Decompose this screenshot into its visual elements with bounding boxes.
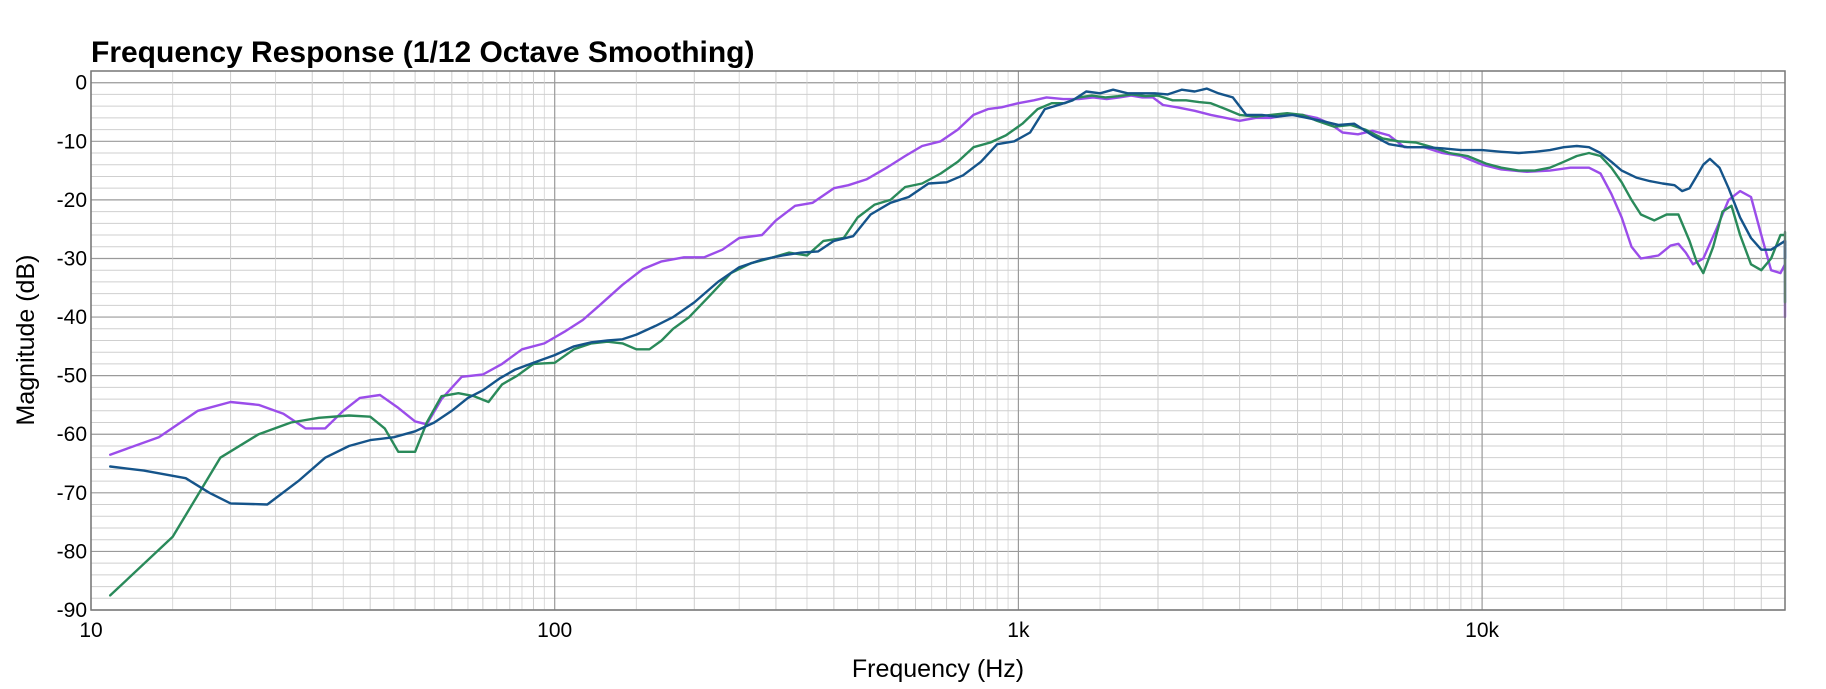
series-line-2 [109, 93, 1787, 597]
y-tick-label: -50 [57, 365, 87, 388]
y-tick-label: -90 [57, 599, 87, 622]
y-tick-label: -40 [57, 306, 87, 329]
y-tick-label: -10 [57, 130, 87, 153]
plot-frame [90, 70, 1786, 611]
series-line-3 [109, 87, 1787, 506]
y-tick-label: 0 [75, 72, 87, 95]
y-tick-label: -60 [57, 423, 87, 446]
y-axis-title: Magnitude (dB) [12, 255, 40, 426]
chart-title: Frequency Response (1/12 Octave Smoothin… [91, 36, 755, 69]
y-tick-label: -80 [57, 540, 87, 563]
y-tick-label: -30 [57, 247, 87, 270]
y-tick-label: -20 [57, 189, 87, 212]
x-tick-label: 10 [79, 619, 102, 642]
x-axis-title: Frequency (Hz) [852, 655, 1024, 683]
y-tick-label: -70 [57, 482, 87, 505]
x-tick-label: 1k [1007, 619, 1030, 642]
x-tick-label: 100 [537, 619, 572, 642]
grid [90, 71, 1786, 611]
series-layer [109, 87, 1787, 597]
tick-labels: 10 100 1k 10k 0 -10 -20 -30 -40 -50 -60 -70 -80 -90 [57, 72, 1500, 642]
x-tick-label: 10k [1465, 619, 1499, 642]
series-line-1 [109, 94, 1787, 456]
